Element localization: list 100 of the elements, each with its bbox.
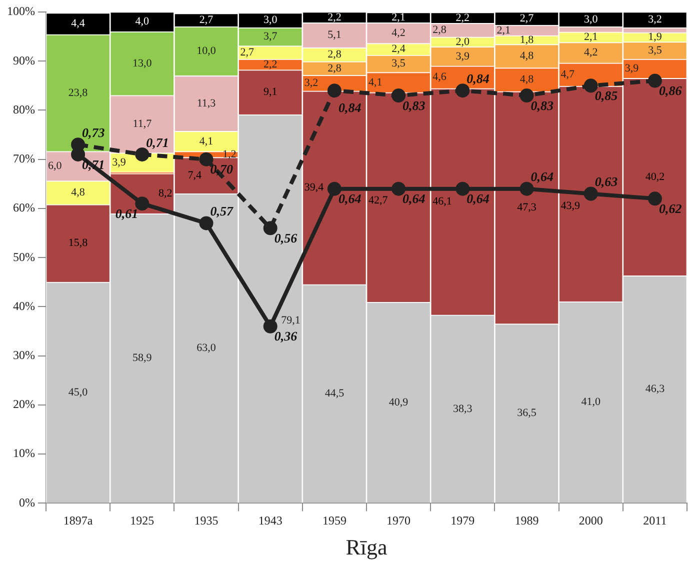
data-label: 3,2 (304, 77, 318, 90)
data-label: 43,9 (560, 200, 581, 212)
data-label: 4,8 (520, 74, 534, 86)
data-label: 4,1 (199, 135, 214, 148)
data-label: 7,4 (188, 169, 202, 182)
data-label: 3,5 (648, 44, 662, 56)
data-label: 2,4 (392, 43, 406, 56)
point (263, 319, 278, 334)
point (456, 182, 470, 196)
data-label: 4,2 (392, 27, 406, 40)
data-label: 3,9 (624, 62, 640, 75)
data-label: 0,64 (530, 169, 554, 184)
data-label: 3,0 (263, 14, 278, 26)
data-label: 15,8 (68, 237, 88, 250)
data-label: 4,2 (584, 46, 598, 59)
data-label: 0,36 (274, 328, 298, 344)
data-label: 0,86 (658, 83, 682, 98)
y-tick-label: 30% (12, 348, 35, 362)
point (327, 182, 342, 196)
point (648, 192, 662, 206)
data-label: 0,73 (82, 124, 106, 140)
point (135, 147, 150, 162)
data-label: 44,5 (324, 388, 345, 400)
data-label: 3,9 (112, 156, 126, 168)
data-label: 46,1 (432, 196, 452, 208)
point (584, 186, 598, 201)
point (327, 84, 342, 98)
data-label: 6,0 (48, 160, 62, 172)
y-tick-label: 20% (12, 397, 35, 412)
x-tick-label: 1970 (386, 514, 411, 528)
data-label: 0,83 (402, 98, 426, 113)
data-label: 40,2 (645, 170, 665, 183)
data-label: 36,5 (517, 407, 537, 420)
data-label: 2,1 (392, 12, 406, 24)
y-tick-label: 60% (12, 200, 35, 215)
data-label: 2,0 (456, 36, 470, 48)
data-label: 79,1 (281, 314, 300, 327)
data-label: 2,2 (456, 12, 470, 24)
data-label: 11,3 (196, 98, 216, 110)
data-label: 13,0 (132, 57, 152, 70)
data-label: 4,8 (520, 50, 534, 62)
data-label: 2,1 (584, 31, 598, 44)
data-label: 3,7 (263, 30, 278, 43)
data-label: 2,2 (263, 58, 278, 70)
point (392, 88, 406, 103)
data-label: 2,8 (432, 24, 447, 36)
data-label: 58,9 (132, 352, 152, 364)
data-label: 0,83 (530, 98, 554, 113)
x-axis-title: Rīga (346, 534, 388, 560)
data-label: 0,62 (658, 201, 682, 216)
y-tick-label: 40% (12, 298, 35, 313)
point (520, 182, 534, 196)
y-tick-label: 80% (12, 102, 35, 116)
point (648, 74, 662, 88)
y-tick-label: 50% (12, 250, 35, 264)
data-label: 3,9 (456, 50, 470, 62)
point (584, 78, 598, 93)
data-label: 0,64 (466, 191, 490, 206)
data-label: 3,0 (584, 13, 598, 26)
point (456, 84, 470, 98)
data-label: 2,7 (240, 46, 255, 58)
point (135, 196, 150, 211)
point (392, 182, 406, 196)
data-label: 46,3 (645, 383, 666, 396)
data-label: 3,2 (648, 14, 662, 26)
y-tick-label: 100% (6, 4, 35, 18)
data-label: 8,2 (158, 188, 172, 200)
data-label: 0,57 (210, 204, 234, 219)
data-label: 2,2 (328, 11, 342, 24)
data-label: 0,64 (402, 191, 426, 206)
point (263, 221, 278, 236)
data-label: 1,9 (648, 31, 662, 44)
data-label: 4,8 (71, 186, 86, 199)
data-label: 38,3 (453, 402, 473, 415)
data-label: 0,84 (338, 100, 362, 115)
y-tick-label: 90% (12, 53, 35, 68)
data-label: 2,1 (496, 24, 510, 36)
data-label: 2,7 (520, 12, 534, 25)
data-label: 0,56 (274, 230, 298, 246)
x-tick-label: 2000 (578, 514, 603, 528)
data-label: 40,9 (388, 396, 409, 408)
data-label: 2,8 (328, 48, 342, 61)
x-tick-label: 1943 (258, 514, 282, 528)
data-label: 0,71 (146, 134, 169, 150)
point (199, 152, 214, 166)
data-label: 4,4 (71, 18, 86, 30)
x-tick-label: 1989 (514, 514, 539, 528)
data-label: 1,8 (520, 34, 534, 46)
data-label: 45,0 (68, 386, 88, 398)
x-tick-label: 1897a (63, 514, 94, 528)
point (520, 88, 534, 103)
data-label: 4,0 (135, 16, 150, 28)
data-label: 0,70 (210, 162, 234, 177)
data-label: 10,0 (196, 45, 216, 58)
y-tick-label: 10% (12, 446, 35, 460)
data-label: 39,4 (304, 182, 324, 194)
data-label: 47,3 (517, 202, 537, 214)
x-tick-label: 1925 (130, 514, 154, 528)
x-tick-label: 1979 (450, 514, 475, 528)
data-label: 41,0 (581, 396, 601, 408)
